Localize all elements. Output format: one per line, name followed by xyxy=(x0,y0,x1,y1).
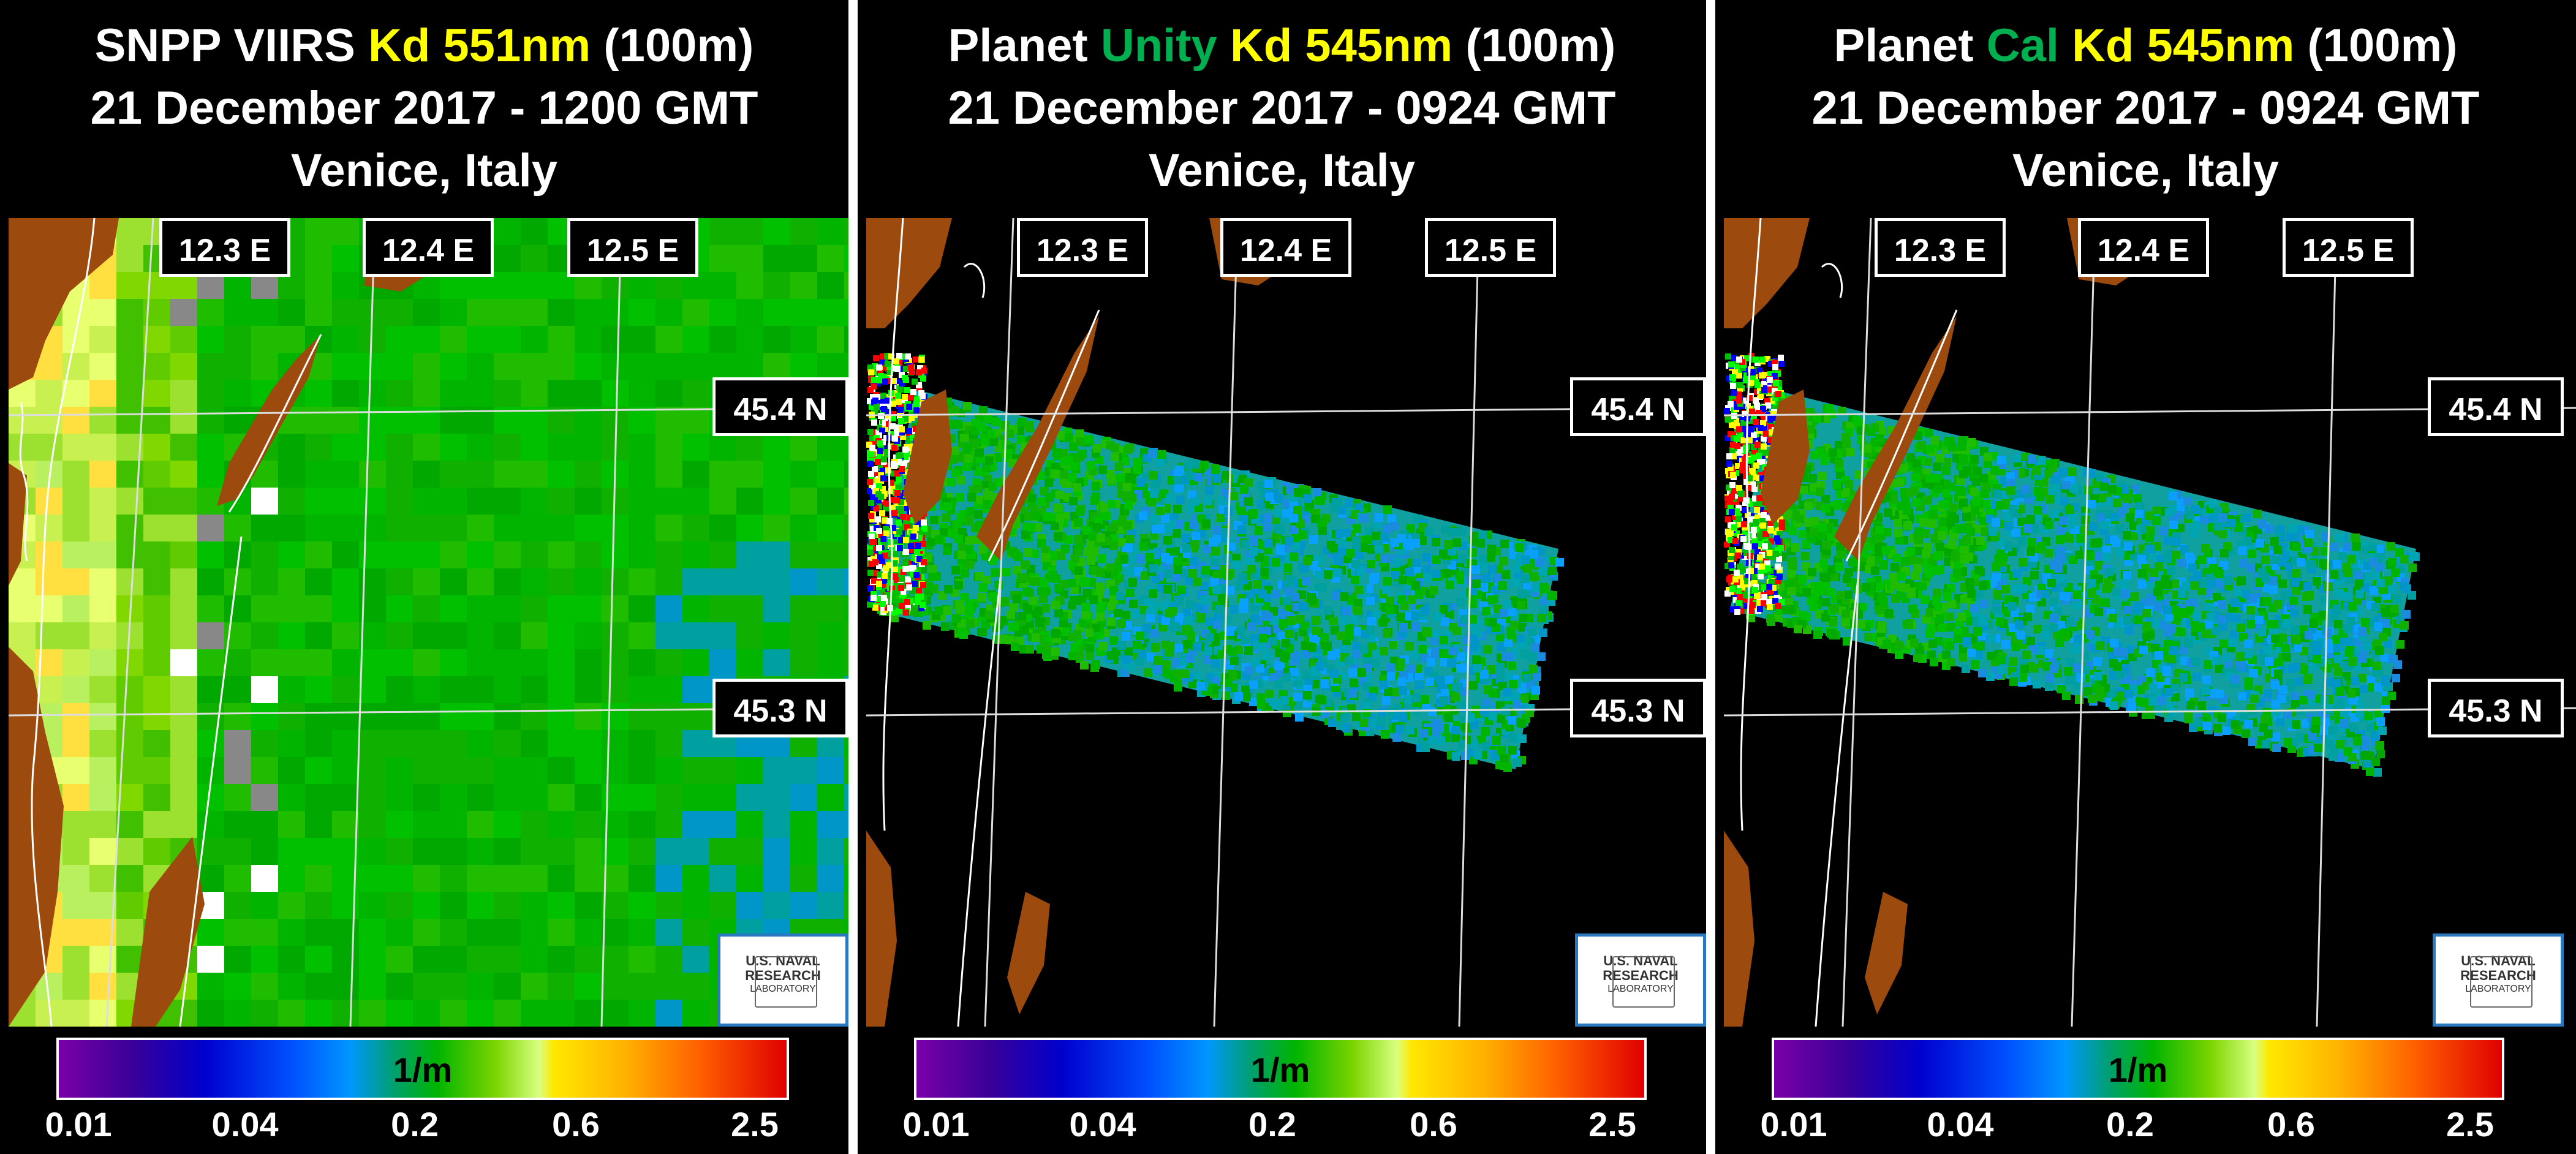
colorbar: 1/m xyxy=(56,1038,789,1100)
colorbar-tick: 0.2 xyxy=(1248,1105,1296,1144)
colorbar-tick: 0.6 xyxy=(1410,1105,1457,1144)
logo-line-1: U.S. NAVAL xyxy=(2461,953,2536,968)
colorbar-unit: 1/m xyxy=(2108,1050,2168,1089)
colorbar: 1/m xyxy=(1772,1038,2504,1100)
title-platform: Cal xyxy=(1986,20,2059,72)
colorbar-area: 1/m 0.01 0.04 0.2 0.6 2.5 xyxy=(1715,1027,2576,1154)
lat-label-45-3: 45.3 N xyxy=(1570,679,1706,737)
nrl-emblem-icon xyxy=(2470,956,2533,1008)
logo-line-1: U.S. NAVAL xyxy=(746,953,820,968)
title-datetime: 21 December 2017 - 0924 GMT xyxy=(948,82,1616,134)
logo-line-2: RESEARCH xyxy=(2460,968,2536,983)
panel-viirs: SNPP VIIRS Kd 551nm (100m) 21 December 2… xyxy=(0,0,848,1154)
title-product: Kd 551nm xyxy=(368,20,591,72)
colorbar-tick: 0.04 xyxy=(1069,1105,1136,1144)
title-product: Kd 545nm xyxy=(1217,20,1453,72)
coastline xyxy=(19,218,322,1027)
lon-label-12-5: 12.5 E xyxy=(567,218,698,277)
title-line-1: Planet Unity Kd 545nm (100m) xyxy=(858,15,1706,77)
panel-title: Planet Cal Kd 545nm (100m) 21 December 2… xyxy=(1715,0,2576,218)
map-area: 12.3 E 12.4 E 12.5 E 45.4 N 45.3 N U.S. … xyxy=(866,218,1706,1027)
nrl-logo: U.S. NAVAL RESEARCH LABORATORY xyxy=(2433,933,2564,1027)
title-sensor: Planet xyxy=(1834,20,1987,72)
panel-title: Planet Unity Kd 545nm (100m) 21 December… xyxy=(858,0,1706,218)
colorbar-tick: 0.01 xyxy=(902,1105,970,1144)
map-area: 12.3 E 12.4 E 12.5 E 45.4 N 45.3 N U.S. … xyxy=(9,218,848,1027)
map-image xyxy=(1724,218,2576,1027)
lat-lon-grid xyxy=(9,218,848,1027)
lat-label-45-3: 45.3 N xyxy=(2428,679,2564,737)
map-image xyxy=(9,218,848,1027)
nrl-logo: U.S. NAVAL RESEARCH LABORATORY xyxy=(1575,933,1706,1027)
nrl-emblem-icon xyxy=(1612,956,1675,1008)
lon-label-12-5: 12.5 E xyxy=(2283,218,2414,277)
colorbar-unit: 1/m xyxy=(1250,1050,1310,1089)
lon-label-12-4: 12.4 E xyxy=(1220,218,1351,277)
logo-line-3: LABORATORY xyxy=(1607,984,1674,994)
title-location: Venice, Italy xyxy=(290,145,558,197)
map-image xyxy=(866,218,1706,1027)
colorbar-tick: 0.01 xyxy=(45,1105,112,1144)
water-pixels xyxy=(866,353,1564,772)
title-datetime: 21 December 2017 - 1200 GMT xyxy=(90,82,758,134)
lon-label-12-4: 12.4 E xyxy=(2078,218,2209,277)
title-product: Kd 545nm xyxy=(2059,20,2295,72)
panel-planet-unity: Planet Unity Kd 545nm (100m) 21 December… xyxy=(858,0,1706,1154)
lon-label-12-3: 12.3 E xyxy=(1875,218,2006,277)
colorbar-tick: 0.6 xyxy=(2267,1105,2315,1144)
lat-label-45-4: 45.4 N xyxy=(712,377,848,436)
title-location: Venice, Italy xyxy=(1148,145,1416,197)
colorbar-tick: 0.6 xyxy=(552,1105,600,1144)
colorbar-tick: 2.5 xyxy=(2446,1105,2494,1144)
map-area: 12.3 E 12.4 E 12.5 E 45.4 N 45.3 N U.S. … xyxy=(1724,218,2576,1027)
title-sensor: SNPP VIIRS xyxy=(94,20,368,72)
lon-label-12-5: 12.5 E xyxy=(1425,218,1556,277)
logo-line-3: LABORATORY xyxy=(2465,984,2531,994)
water-pixels xyxy=(9,218,848,1027)
lon-label-12-3: 12.3 E xyxy=(159,218,290,277)
panel-planet-cal: Planet Cal Kd 545nm (100m) 21 December 2… xyxy=(1715,0,2576,1154)
title-location: Venice, Italy xyxy=(2012,145,2279,197)
logo-line-1: U.S. NAVAL xyxy=(1603,953,1678,968)
colorbar-area: 1/m 0.01 0.04 0.2 0.6 2.5 xyxy=(858,1027,1706,1154)
title-resolution: (100m) xyxy=(2294,20,2458,72)
lat-label-45-4: 45.4 N xyxy=(1570,377,1706,436)
lon-label-12-4: 12.4 E xyxy=(363,218,494,277)
colorbar-tick: 0.04 xyxy=(211,1105,279,1144)
colorbar-tick: 0.04 xyxy=(1927,1105,1994,1144)
colorbar-area: 1/m 0.01 0.04 0.2 0.6 2.5 xyxy=(0,1027,848,1154)
colorbar-tick: 2.5 xyxy=(1588,1105,1636,1144)
title-datetime: 21 December 2017 - 0924 GMT xyxy=(1811,82,2480,134)
title-platform: Unity xyxy=(1100,20,1217,72)
title-resolution: (100m) xyxy=(1452,20,1616,72)
nrl-emblem-icon xyxy=(755,956,817,1008)
colorbar-unit: 1/m xyxy=(393,1050,453,1089)
logo-line-3: LABORATORY xyxy=(750,984,816,994)
title-sensor: Planet xyxy=(948,20,1101,72)
logo-line-2: RESEARCH xyxy=(1603,968,1679,983)
nrl-logo: U.S. NAVAL RESEARCH LABORATORY xyxy=(717,933,848,1027)
title-line-1: SNPP VIIRS Kd 551nm (100m) xyxy=(0,15,848,77)
title-resolution: (100m) xyxy=(591,20,754,72)
colorbar-tick: 0.2 xyxy=(391,1105,439,1144)
panel-title: SNPP VIIRS Kd 551nm (100m) 21 December 2… xyxy=(0,0,848,218)
lon-label-12-3: 12.3 E xyxy=(1017,218,1148,277)
lat-lon-grid xyxy=(866,218,1706,1027)
title-line-1: Planet Cal Kd 545nm (100m) xyxy=(1715,15,2576,77)
lat-label-45-3: 45.3 N xyxy=(712,679,848,737)
colorbar-tick: 2.5 xyxy=(731,1105,779,1144)
colorbar: 1/m xyxy=(914,1038,1647,1100)
logo-line-2: RESEARCH xyxy=(745,968,821,983)
colorbar-tick: 0.2 xyxy=(2106,1105,2154,1144)
colorbar-tick: 0.01 xyxy=(1760,1105,1827,1144)
lat-label-45-4: 45.4 N xyxy=(2428,377,2564,436)
